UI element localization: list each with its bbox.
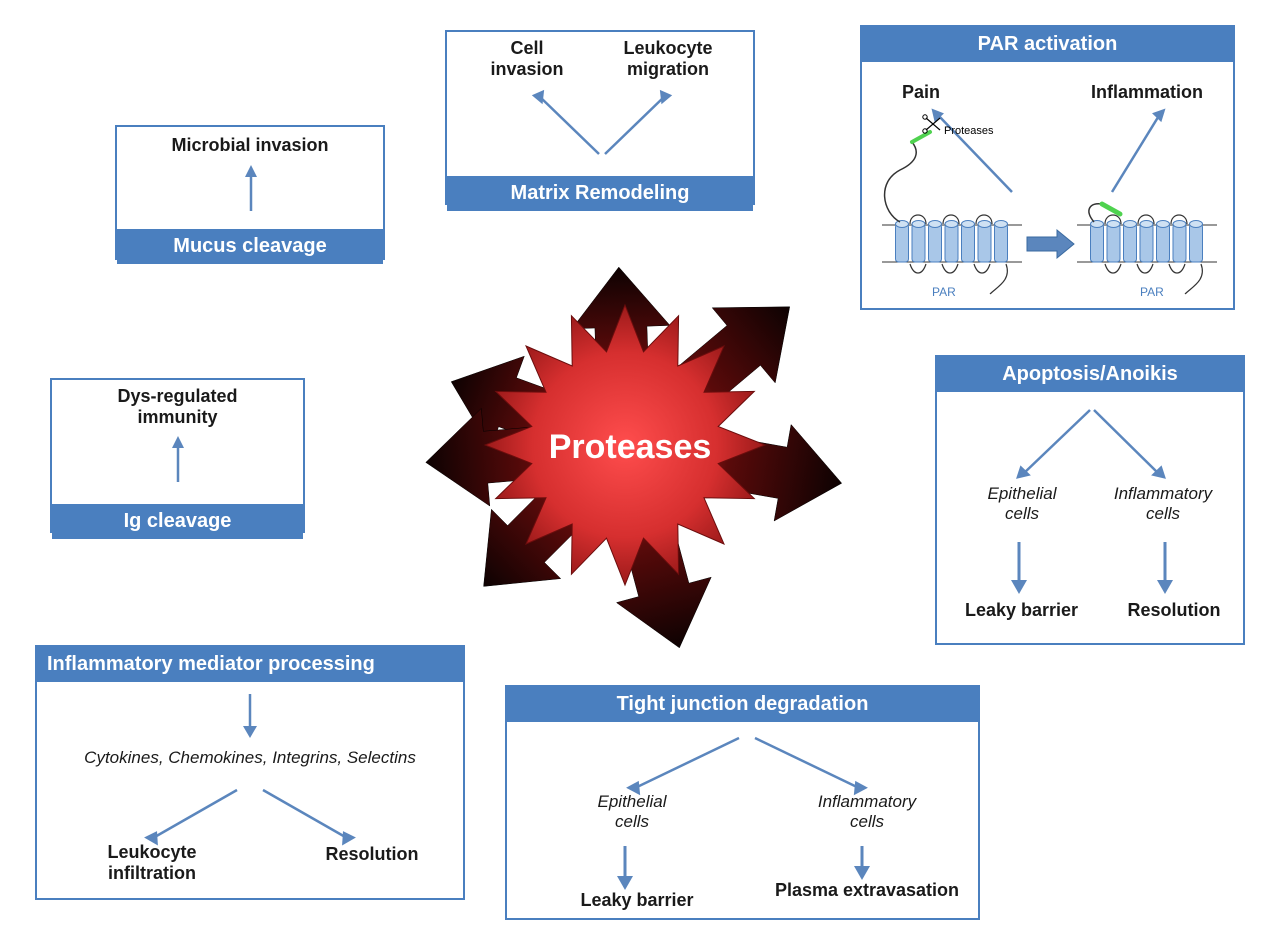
mucus-header: Mucus cleavage bbox=[117, 229, 383, 264]
tj-sub-left-1: Epithelial bbox=[567, 792, 697, 812]
box-imp: Inflammatory mediator processing Cytokin… bbox=[35, 645, 465, 900]
tj-out-right: Plasma extravasation bbox=[757, 880, 977, 901]
imp-header: Inflammatory mediator processing bbox=[37, 647, 463, 682]
matrix-out-left-1: Cell bbox=[467, 38, 587, 59]
ig-outcome-2: immunity bbox=[52, 407, 303, 428]
ig-outcome-1: Dys-regulated bbox=[52, 386, 303, 407]
box-apoptosis: Apoptosis/Anoikis Epithelial cells Infla… bbox=[935, 355, 1245, 645]
par-header: PAR activation bbox=[862, 27, 1233, 62]
box-matrix: Cell invasion Leukocyte migration Matrix… bbox=[445, 30, 755, 205]
par-label-right: PAR bbox=[1140, 285, 1164, 299]
imp-out-right: Resolution bbox=[297, 844, 447, 865]
box-mucus: Microbial invasion Mucus cleavage bbox=[115, 125, 385, 260]
apop-sub-left-1: Epithelial bbox=[962, 484, 1082, 504]
apop-sub-right-2: cells bbox=[1093, 504, 1233, 524]
box-tj: Tight junction degradation Epithelial ce… bbox=[505, 685, 980, 920]
par-block-arrow bbox=[1027, 230, 1074, 258]
apop-header: Apoptosis/Anoikis bbox=[937, 357, 1243, 392]
matrix-out-left-2: invasion bbox=[467, 59, 587, 80]
tj-header: Tight junction degradation bbox=[507, 687, 978, 722]
big-arrows-group bbox=[426, 267, 842, 648]
matrix-out-right-1: Leukocyte bbox=[603, 38, 733, 59]
mucus-arrow bbox=[117, 161, 383, 221]
tj-out-left: Leaky barrier bbox=[552, 890, 722, 911]
matrix-header: Matrix Remodeling bbox=[447, 176, 753, 211]
imp-out-left-1: Leukocyte bbox=[72, 842, 232, 863]
box-ig: Dys-regulated immunity Ig cleavage bbox=[50, 378, 305, 533]
par-proteases-label: Proteases bbox=[944, 125, 994, 137]
imp-mediators: Cytokines, Chemokines, Integrins, Select… bbox=[37, 748, 463, 768]
imp-out-left-2: infiltration bbox=[72, 863, 232, 884]
apop-out-left: Leaky barrier bbox=[949, 600, 1094, 621]
par-diagram: Proteases PAR PAR bbox=[862, 62, 1233, 302]
center-star bbox=[485, 305, 765, 585]
apop-sub-right-1: Inflammatory bbox=[1093, 484, 1233, 504]
apop-out-right: Resolution bbox=[1109, 600, 1239, 621]
par-label-left: PAR bbox=[932, 285, 956, 299]
mucus-outcome: Microbial invasion bbox=[117, 135, 383, 156]
tj-sub-right-2: cells bbox=[787, 812, 947, 832]
box-par: PAR activation Pain Inflammation bbox=[860, 25, 1235, 310]
tj-sub-left-2: cells bbox=[567, 812, 697, 832]
ig-header: Ig cleavage bbox=[52, 504, 303, 539]
ig-arrow bbox=[52, 432, 303, 492]
matrix-out-right-2: migration bbox=[603, 59, 733, 80]
center-label: Proteases bbox=[530, 428, 730, 467]
apop-sub-left-2: cells bbox=[962, 504, 1082, 524]
matrix-arrows bbox=[447, 82, 753, 162]
tj-sub-right-1: Inflammatory bbox=[787, 792, 947, 812]
